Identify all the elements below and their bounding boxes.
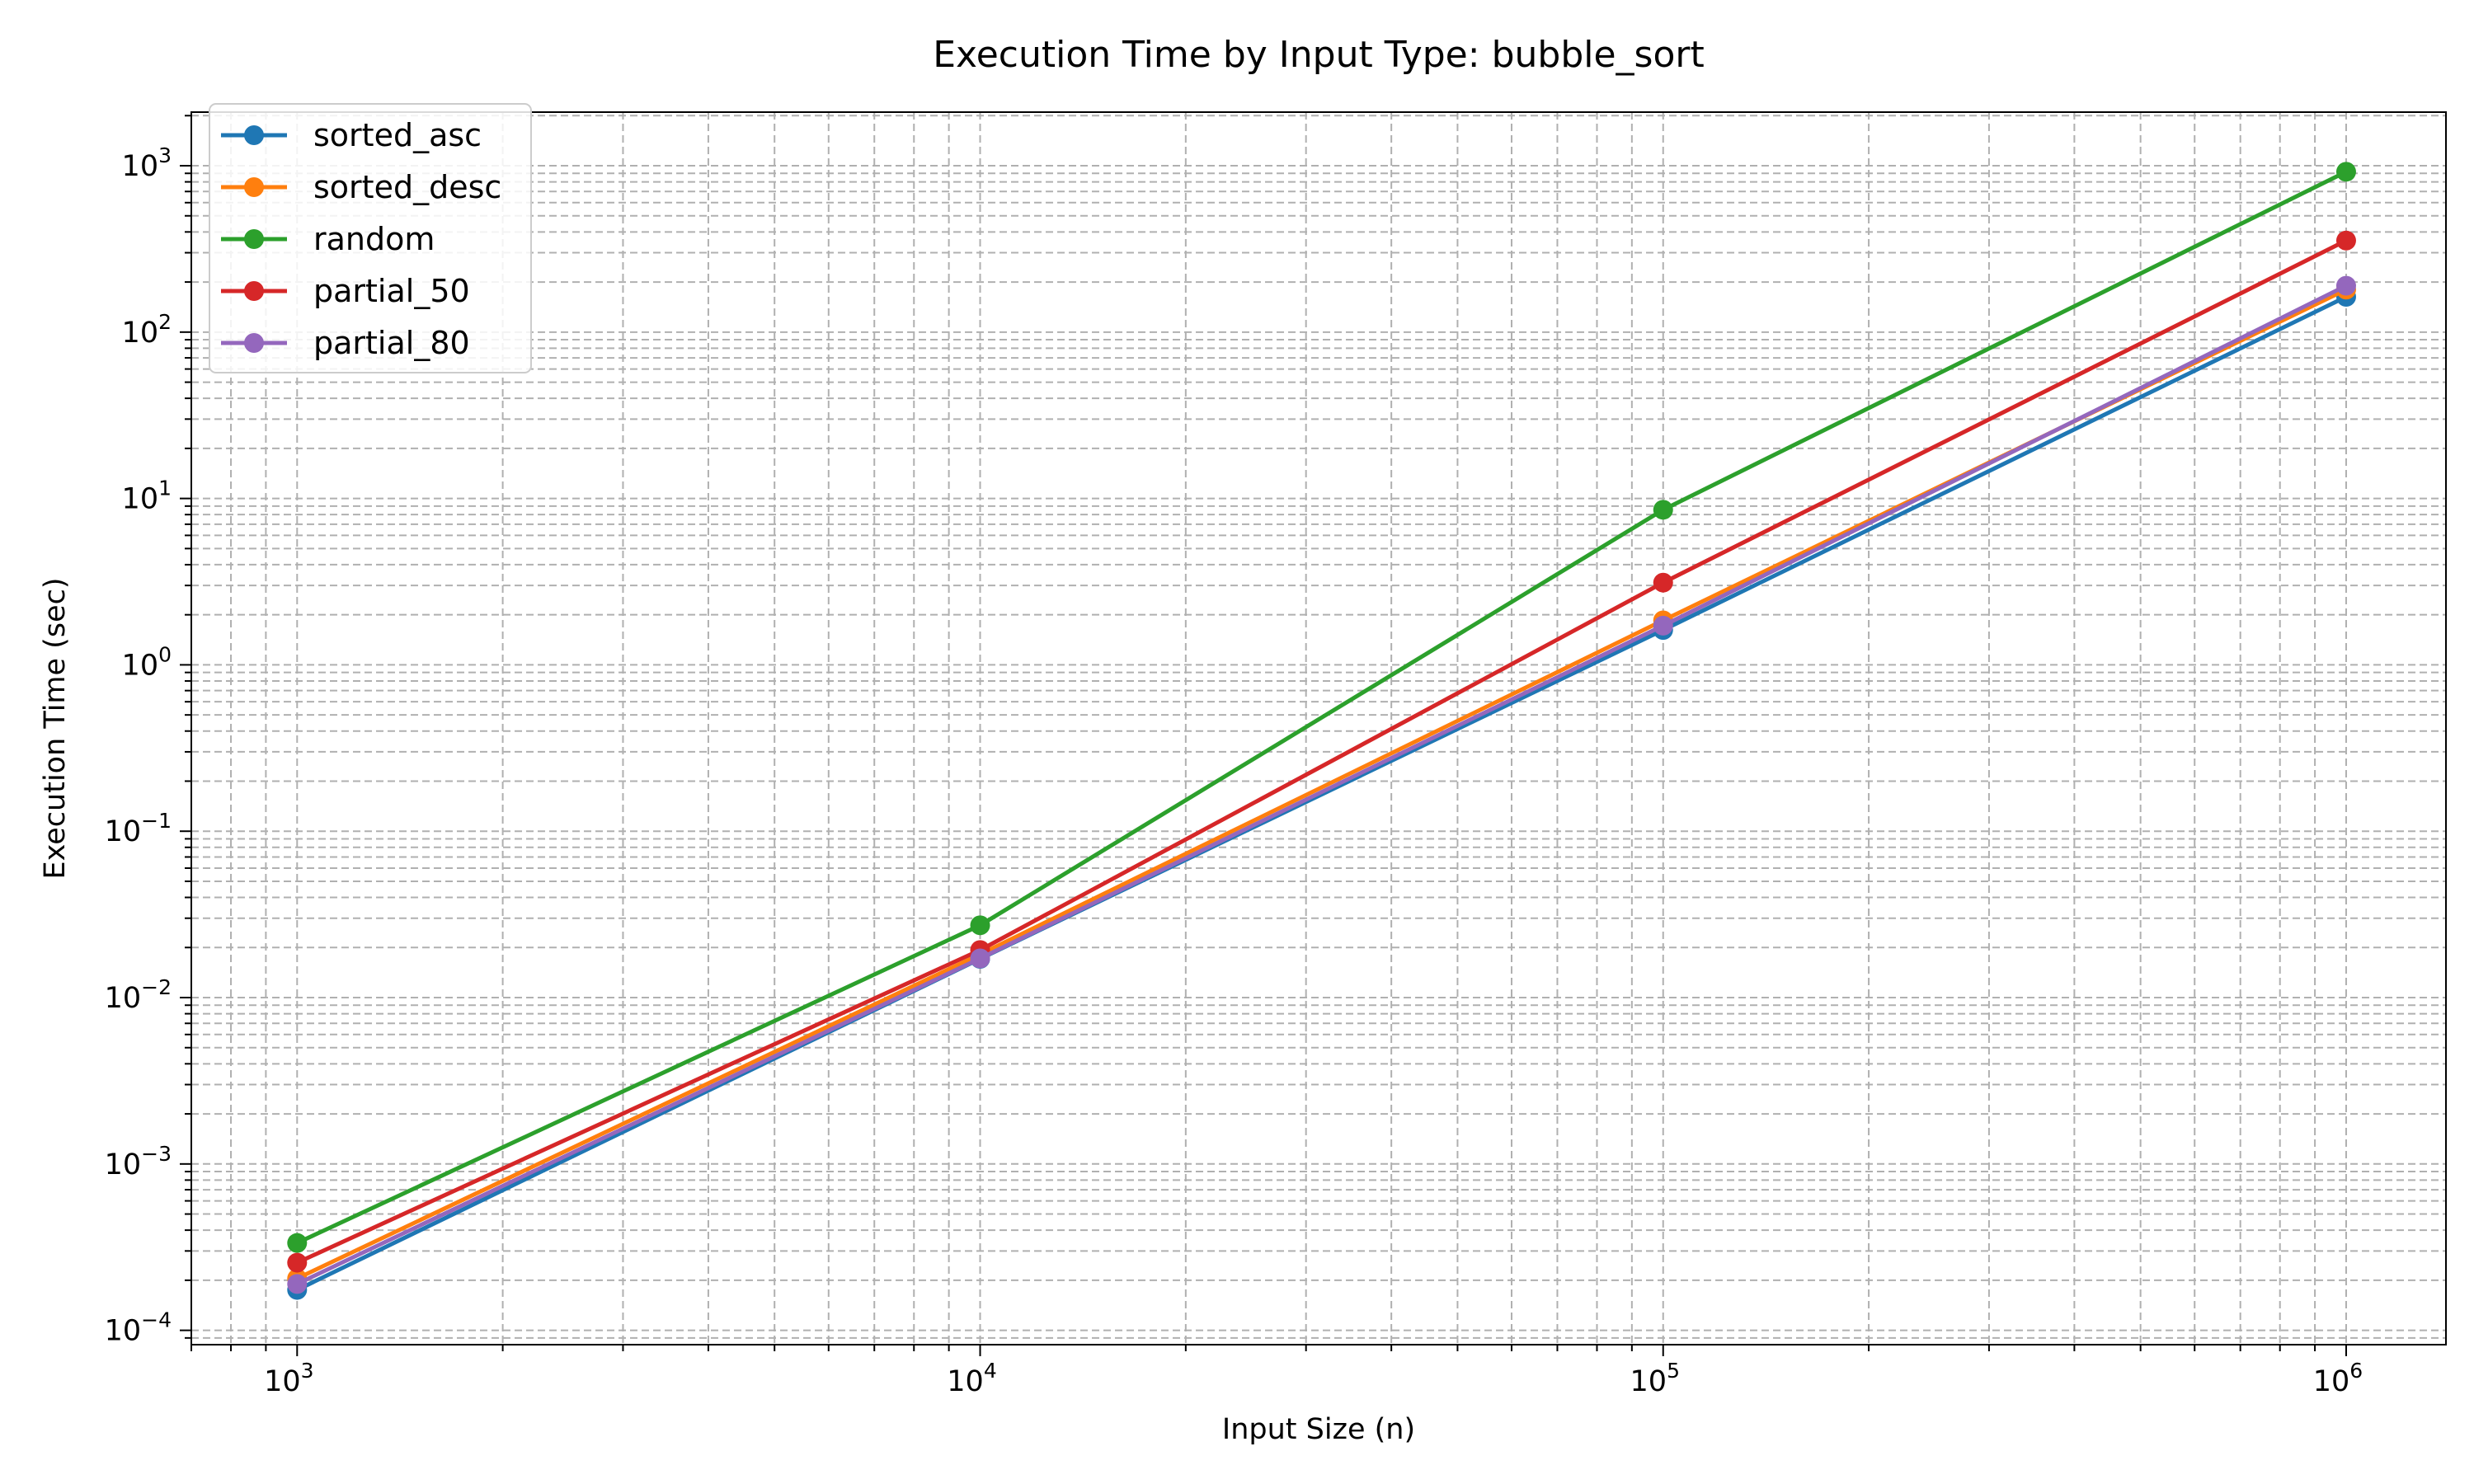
data-point-random: [970, 915, 990, 936]
series-line-partial_50: [296, 238, 2348, 1265]
data-point-random: [2335, 162, 2356, 182]
legend-label-random: random: [313, 221, 435, 257]
data-point-partial_80: [2335, 275, 2356, 296]
series-line-random: [296, 170, 2348, 1245]
legend-marker-sorted_desc: [244, 177, 264, 197]
data-point-partial_50: [287, 1252, 308, 1273]
data-point-partial_80: [970, 948, 990, 969]
data-point-partial_80: [287, 1274, 308, 1294]
x-axis-label: Input Size (n): [1222, 1413, 1415, 1446]
x-tick-label: 106: [2313, 1359, 2363, 1398]
series-layer: [287, 162, 2356, 1300]
legend-marker-random: [244, 229, 264, 249]
legend-marker-partial_80: [244, 333, 264, 353]
legend-label-partial_50: partial_50: [313, 273, 470, 309]
y-axis-label: Execution Time (sec): [39, 578, 72, 880]
legend-box: [209, 103, 532, 373]
series-line-sorted_asc: [296, 294, 2348, 1292]
data-point-random: [1653, 500, 1673, 520]
chart-title: Execution Time by Input Type: bubble_sor…: [933, 34, 1704, 76]
series-line-partial_80: [296, 284, 2348, 1286]
legend-label-sorted_desc: sorted_desc: [313, 169, 501, 205]
data-point-partial_50: [1653, 572, 1673, 593]
plot-frame: [190, 111, 2447, 1345]
legend-marker-sorted_asc: [244, 125, 264, 145]
grid: [190, 112, 2446, 1345]
data-point-partial_80: [1653, 615, 1673, 636]
legend-marker-partial_50: [244, 281, 264, 301]
legend-label-sorted_asc: sorted_asc: [313, 117, 482, 153]
data-point-random: [287, 1233, 308, 1253]
legend-label-partial_80: partial_80: [313, 325, 470, 361]
data-point-partial_50: [2335, 230, 2356, 251]
